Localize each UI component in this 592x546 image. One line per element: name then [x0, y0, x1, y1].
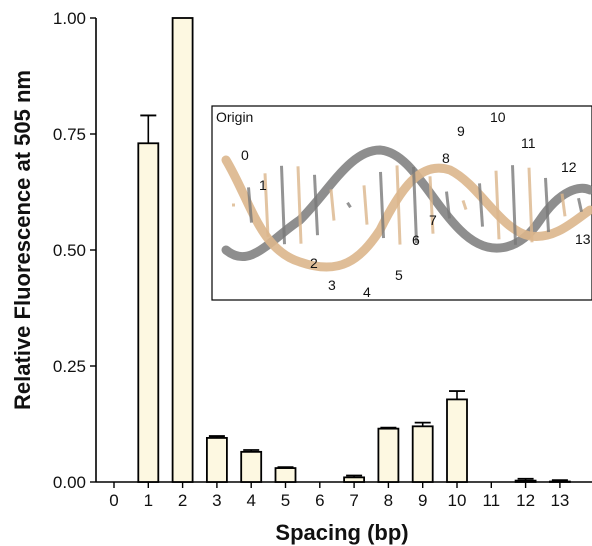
base-pair-rung [478, 183, 484, 227]
bar-5 [274, 467, 297, 483]
inset-position-label: 4 [363, 284, 371, 300]
base-pair-rung [263, 173, 270, 237]
base-pair-rung [379, 171, 385, 239]
inset-position-label: 12 [561, 159, 577, 175]
bar-9 [411, 425, 434, 483]
inset-position-label: 6 [412, 232, 420, 248]
base-pair-rung [247, 187, 253, 223]
inset-frame [211, 105, 592, 301]
base-pair-rung [461, 199, 468, 211]
base-pair-rung [313, 174, 319, 236]
base-pair-rung [577, 197, 583, 213]
bar-7 [343, 476, 366, 483]
x-tick-label: 11 [482, 491, 500, 510]
x-tick-label: 12 [516, 491, 535, 510]
inset-position-label: 8 [442, 150, 450, 166]
x-tick-label: 6 [315, 491, 324, 510]
bar-10 [446, 398, 468, 483]
base-pair-rung [494, 170, 501, 240]
x-tick-label: 9 [418, 491, 427, 510]
x-tick-label: 8 [384, 491, 393, 510]
inset-position-label: 5 [395, 267, 403, 283]
bar-8 [377, 427, 400, 483]
x-tick-label: 3 [212, 491, 221, 510]
base-pair-rung [362, 185, 369, 225]
inset-position-label: 2 [310, 255, 318, 271]
x-tick-label: 1 [144, 491, 153, 510]
x-tick-label: 10 [448, 491, 467, 510]
base-pair-rung [428, 176, 435, 234]
inset-position-label: 9 [457, 123, 465, 139]
base-pair-rung [329, 189, 336, 221]
base-pair-rung [412, 166, 418, 244]
inset-position-label: 10 [490, 109, 506, 125]
base-pair-rung [395, 165, 402, 245]
dna-strand-tan [221, 155, 592, 272]
x-tick-label: 13 [550, 491, 569, 510]
bars [137, 17, 571, 483]
bar-2 [171, 17, 194, 483]
y-axis-title: Relative Fluorescence at 505 nm [10, 70, 35, 410]
y-tick-label: 0.75 [53, 125, 86, 144]
x-tick-label: 7 [349, 491, 358, 510]
bar-12 [514, 479, 537, 483]
x-tick-label: 4 [246, 491, 255, 510]
base-pair-rung [346, 201, 352, 209]
y-tick-label: 0.50 [53, 241, 86, 260]
base-pair-rung [511, 165, 517, 245]
bar-4 [240, 450, 263, 483]
inset-position-label: 13 [575, 231, 591, 247]
x-tick-label: 2 [178, 491, 187, 510]
inset-origin-label: Origin [216, 109, 253, 125]
base-pair-rung [280, 165, 286, 245]
inset-position-label: 11 [521, 135, 536, 151]
inset-position-label: 1 [259, 177, 267, 193]
base-pair-rung [296, 166, 303, 244]
base-pair-rung [527, 167, 534, 243]
inset-position-label: 0 [241, 147, 249, 163]
base-pair-rung [544, 177, 550, 233]
inset-position-label: 3 [328, 277, 336, 293]
dna-helix-image [221, 145, 592, 272]
base-pair-rung [560, 193, 567, 217]
bar-1 [137, 142, 160, 483]
inset-position-label: 7 [429, 212, 437, 228]
tick-labels: 0.000.250.500.751.000 1 2 3 4 5 6 7 8 9 10 11 12 13 [53, 9, 569, 510]
x-axis-title: Spacing (bp) [275, 520, 408, 545]
y-tick-label: 1.00 [53, 9, 86, 28]
y-tick-label: 0.25 [53, 357, 86, 376]
base-pair-rung [445, 191, 451, 219]
bar-3 [205, 437, 228, 483]
x-tick-label: 0 [109, 491, 118, 510]
y-tick-label: 0.00 [53, 473, 86, 492]
x-tick-label: 5 [281, 491, 290, 510]
